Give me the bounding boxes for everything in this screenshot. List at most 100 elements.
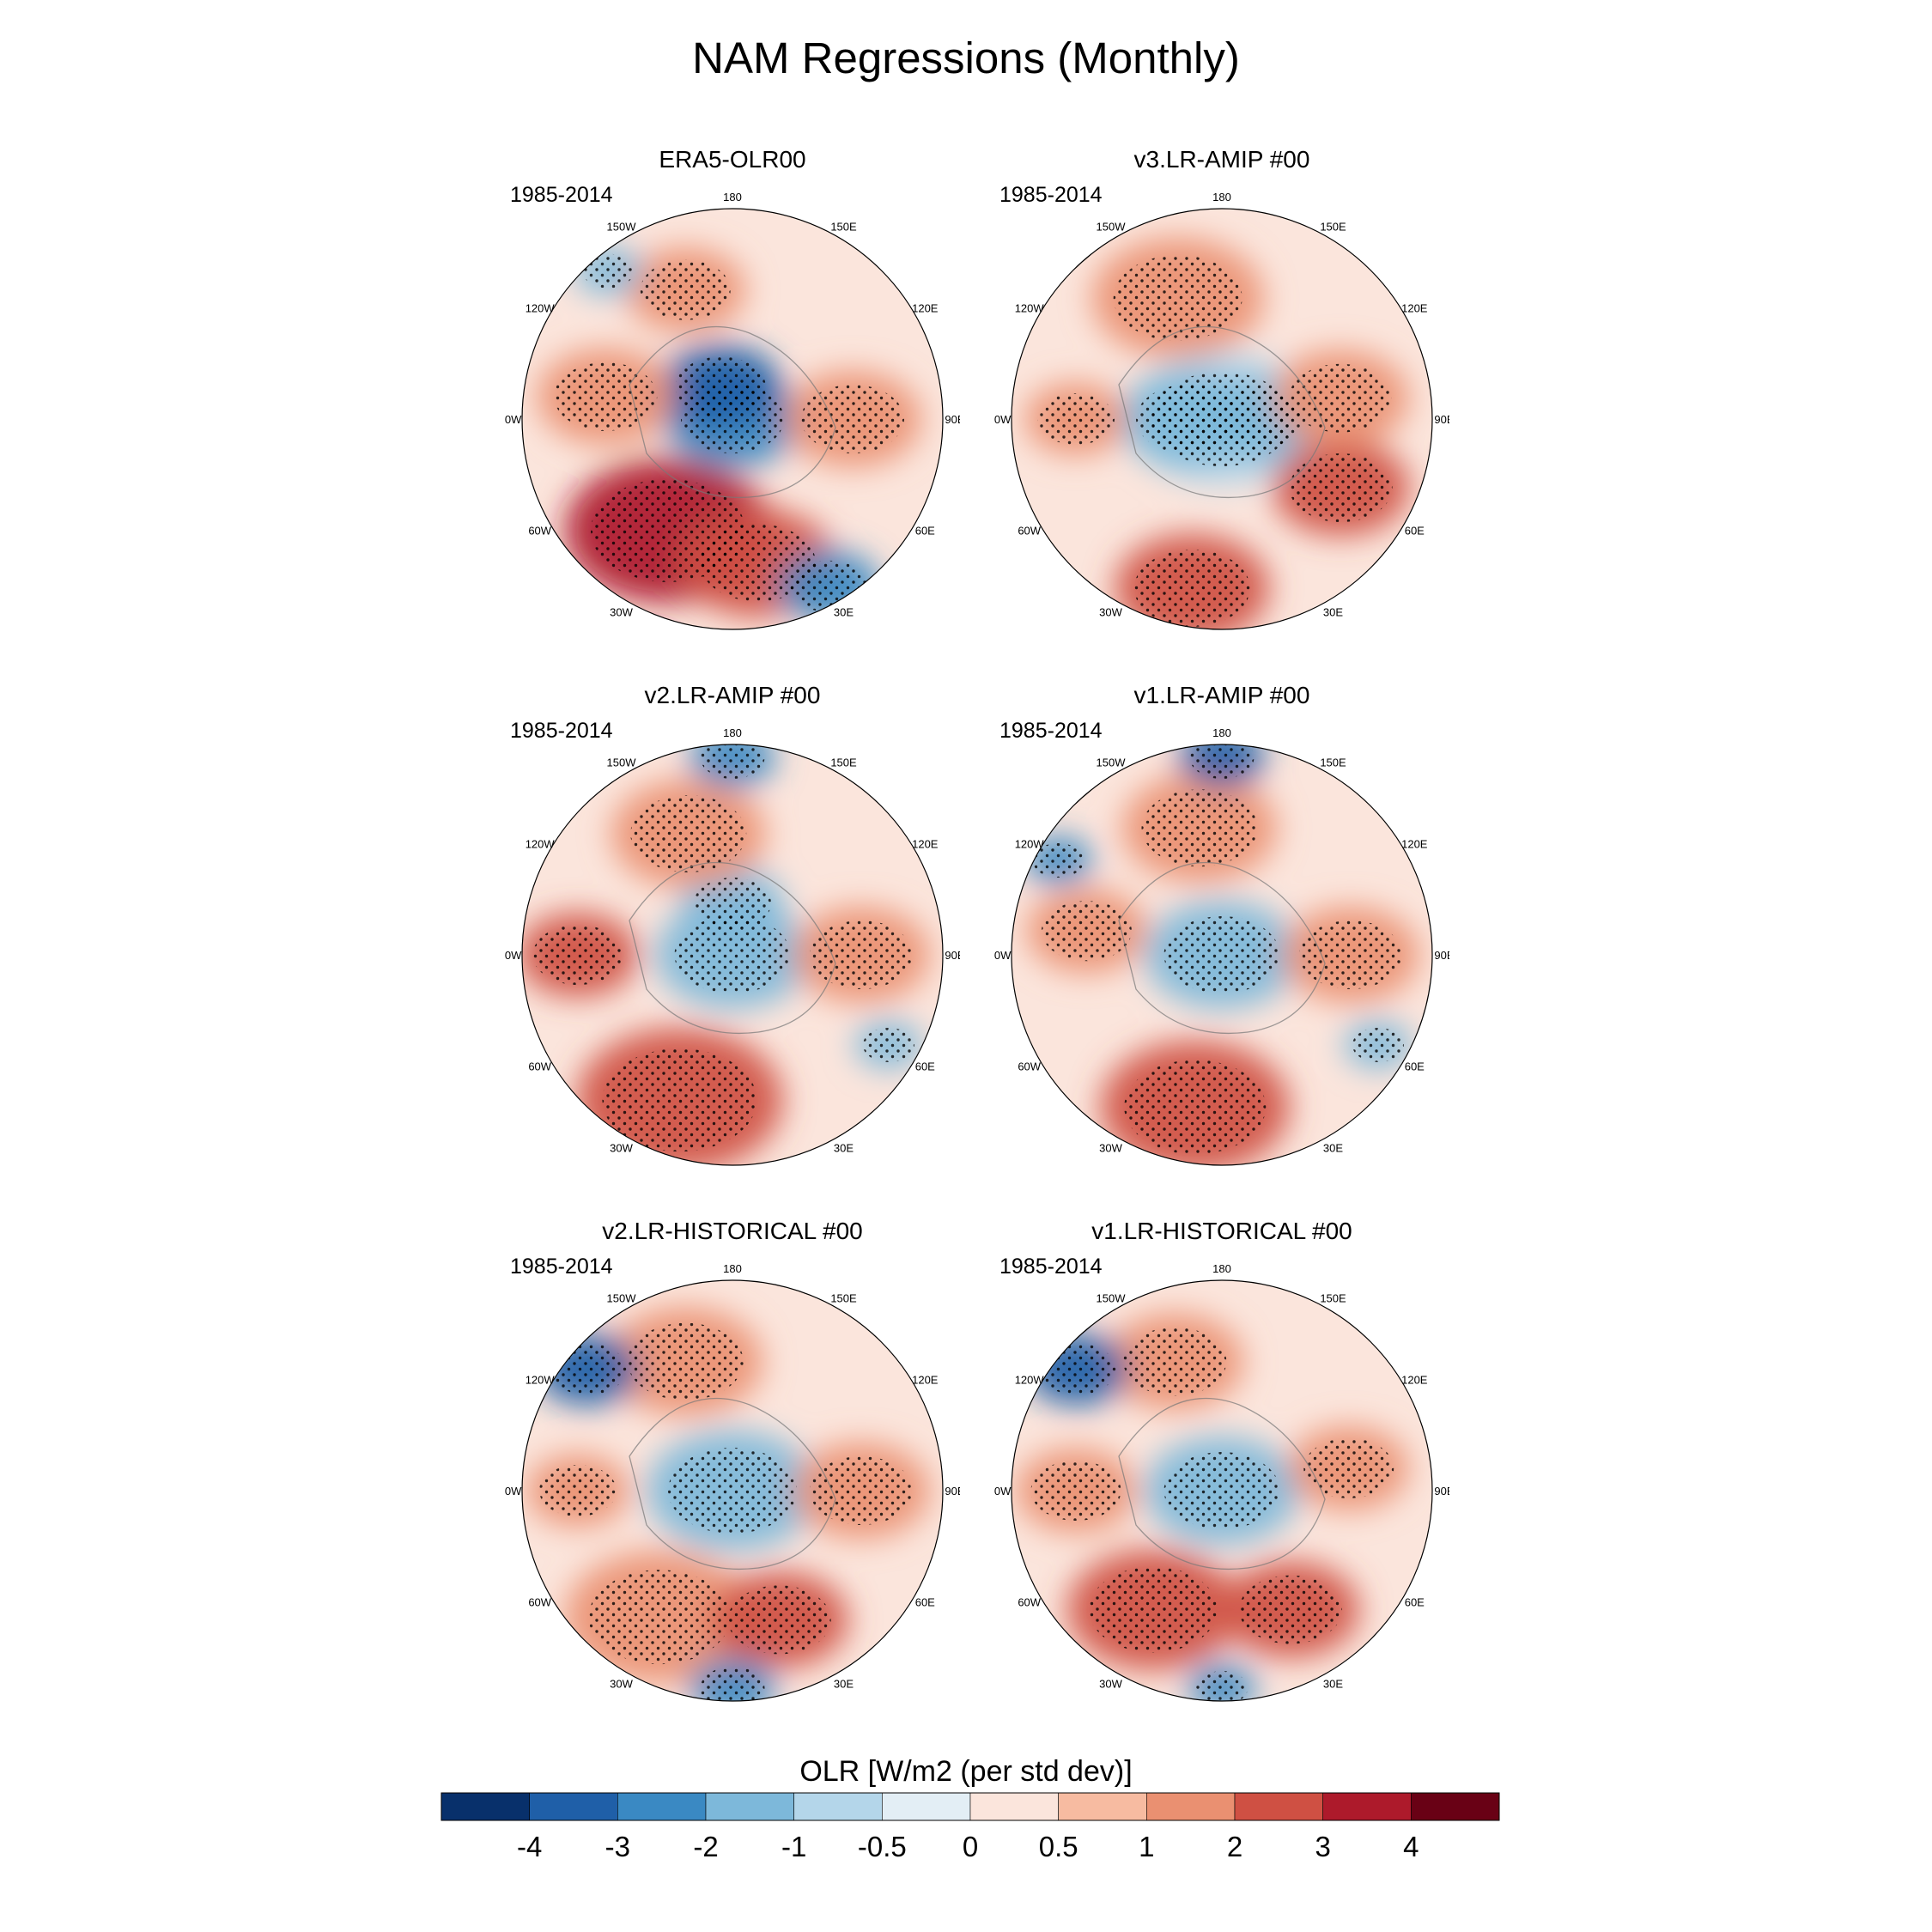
coastline: [1118, 326, 1326, 499]
longitude-label: 90W: [505, 1485, 522, 1498]
longitude-label: 30E: [1323, 1141, 1343, 1154]
panel-period: 1985-2014: [999, 719, 1103, 743]
coastline: [629, 326, 836, 499]
longitude-label: 30E: [1323, 605, 1343, 618]
significance-stippling: [694, 878, 771, 929]
longitude-label: 180: [1212, 726, 1231, 739]
significance-stippling: [1123, 1327, 1227, 1396]
significance-stippling: [700, 1667, 765, 1701]
map-border: [1011, 1279, 1433, 1702]
colorbar-bin: [969, 1792, 1059, 1821]
significance-stippling: [810, 1456, 913, 1525]
map-panel-v2-amip: v2.LR-AMIP #00 1985-2014 030E60E90E120E1…: [505, 682, 960, 1166]
significance-stippling: [602, 1048, 757, 1152]
significance-stippling: [1089, 1566, 1218, 1653]
significance-stippling: [1032, 843, 1084, 878]
colorbar-tick-label: -4: [517, 1831, 542, 1862]
significance-stippling: [588, 1570, 731, 1665]
colorbar-tick-label: 2: [1227, 1831, 1242, 1862]
significance-stippling: [1163, 1452, 1280, 1529]
significance-stippling: [1239, 1575, 1342, 1644]
longitude-label: 60E: [915, 1060, 935, 1073]
longitude-label: 120E: [1401, 1374, 1428, 1387]
longitude-label: 60E: [915, 525, 935, 538]
olr-field: [522, 744, 943, 1165]
significance-stippling: [630, 795, 747, 873]
longitude-label: 150W: [607, 221, 637, 234]
significance-stippling: [1211, 389, 1302, 449]
longitude-label: 60W: [528, 1596, 551, 1609]
longitude-label: 120E: [1401, 838, 1428, 851]
olr-field: [1012, 209, 1432, 629]
longitude-label: 60E: [1405, 1060, 1425, 1073]
panel-period: 1985-2014: [510, 183, 613, 207]
significance-stippling: [1289, 453, 1393, 522]
colorbar-tick-label: 4: [1403, 1831, 1419, 1862]
longitude-label: 60W: [528, 525, 551, 538]
longitude-label: 30E: [834, 605, 854, 618]
colorbar-bin: [1411, 1792, 1500, 1821]
significance-stippling: [1189, 744, 1255, 779]
longitude-label: 30W: [1099, 1141, 1122, 1154]
panel-title: v3.LR-AMIP #00: [1133, 146, 1310, 173]
map-border: [1011, 744, 1433, 1166]
longitude-label: 150E: [830, 221, 857, 234]
significance-stippling: [675, 356, 766, 417]
colorbar-bin: [440, 1792, 530, 1821]
polar-map: 030E60E90E120E150E180150W120W90W60W30W: [505, 726, 960, 1166]
significance-stippling: [582, 253, 635, 289]
significance-stippling: [539, 1465, 617, 1516]
longitude-label: 150W: [1097, 1292, 1127, 1305]
significance-stippling: [640, 259, 731, 320]
colorbar-tick-label: -3: [605, 1831, 630, 1862]
coastline: [629, 1398, 836, 1571]
longitude-label: 90W: [994, 949, 1012, 962]
coastline: [629, 862, 836, 1035]
longitude-label: 150E: [830, 1292, 857, 1305]
panel-title: v1.LR-AMIP #00: [1133, 682, 1310, 708]
longitude-label: 150E: [830, 756, 857, 769]
longitude-label: 90W: [505, 949, 522, 962]
longitude-label: 120E: [912, 302, 939, 315]
significance-stippling: [1163, 916, 1280, 993]
longitude-label: 150W: [1097, 221, 1127, 234]
significance-stippling: [627, 1322, 744, 1400]
longitude-label: 60W: [1018, 525, 1041, 538]
longitude-label: 150E: [1320, 221, 1346, 234]
longitude-label: 180: [723, 1262, 742, 1275]
longitude-label: 90E: [945, 1485, 960, 1498]
map-panel-v3-amip: v3.LR-AMIP #00 1985-2014 030E60E90E120E1…: [994, 146, 1449, 630]
longitude-label: 150W: [1097, 756, 1127, 769]
significance-stippling: [862, 1028, 914, 1062]
longitude-label: 30E: [834, 1677, 854, 1690]
colorbar-bin: [1322, 1792, 1412, 1821]
longitude-label: 120W: [526, 838, 556, 851]
colorbar-bin: [793, 1792, 883, 1821]
significance-stippling: [1037, 393, 1115, 445]
panel-title: v1.LR-HISTORICAL #00: [1091, 1218, 1352, 1244]
colorbar-bin: [617, 1792, 707, 1821]
longitude-label: 30E: [834, 1141, 854, 1154]
significance-stippling: [1196, 1671, 1248, 1701]
longitude-label: 30W: [610, 605, 633, 618]
colorbar-tick-label: 0: [963, 1831, 978, 1862]
coastline: [1118, 862, 1326, 1035]
longitude-label: 150W: [607, 1292, 637, 1305]
longitude-label: 120W: [526, 1374, 556, 1387]
longitude-label: 120W: [526, 302, 556, 315]
olr-field: [1012, 1280, 1432, 1701]
longitude-label: 90W: [505, 413, 522, 426]
longitude-label: 180: [723, 191, 742, 204]
panel-title: ERA5-OLR00: [659, 146, 806, 173]
panel-title: v2.LR-HISTORICAL #00: [602, 1218, 863, 1244]
map-panel-v1-amip: v1.LR-AMIP #00 1985-2014 030E60E90E120E1…: [994, 682, 1449, 1166]
figure-title: NAM Regressions (Monthly): [692, 33, 1240, 82]
map-border: [1011, 208, 1433, 630]
colorbar-bin: [529, 1792, 618, 1821]
significance-stippling: [700, 524, 817, 602]
colorbar-tick-label: 3: [1315, 1831, 1330, 1862]
longitude-label: 90E: [945, 413, 960, 426]
longitude-label: 30W: [1099, 1677, 1122, 1690]
longitude-label: 60E: [1405, 1596, 1425, 1609]
colorbar-tick-label: 1: [1139, 1831, 1154, 1862]
